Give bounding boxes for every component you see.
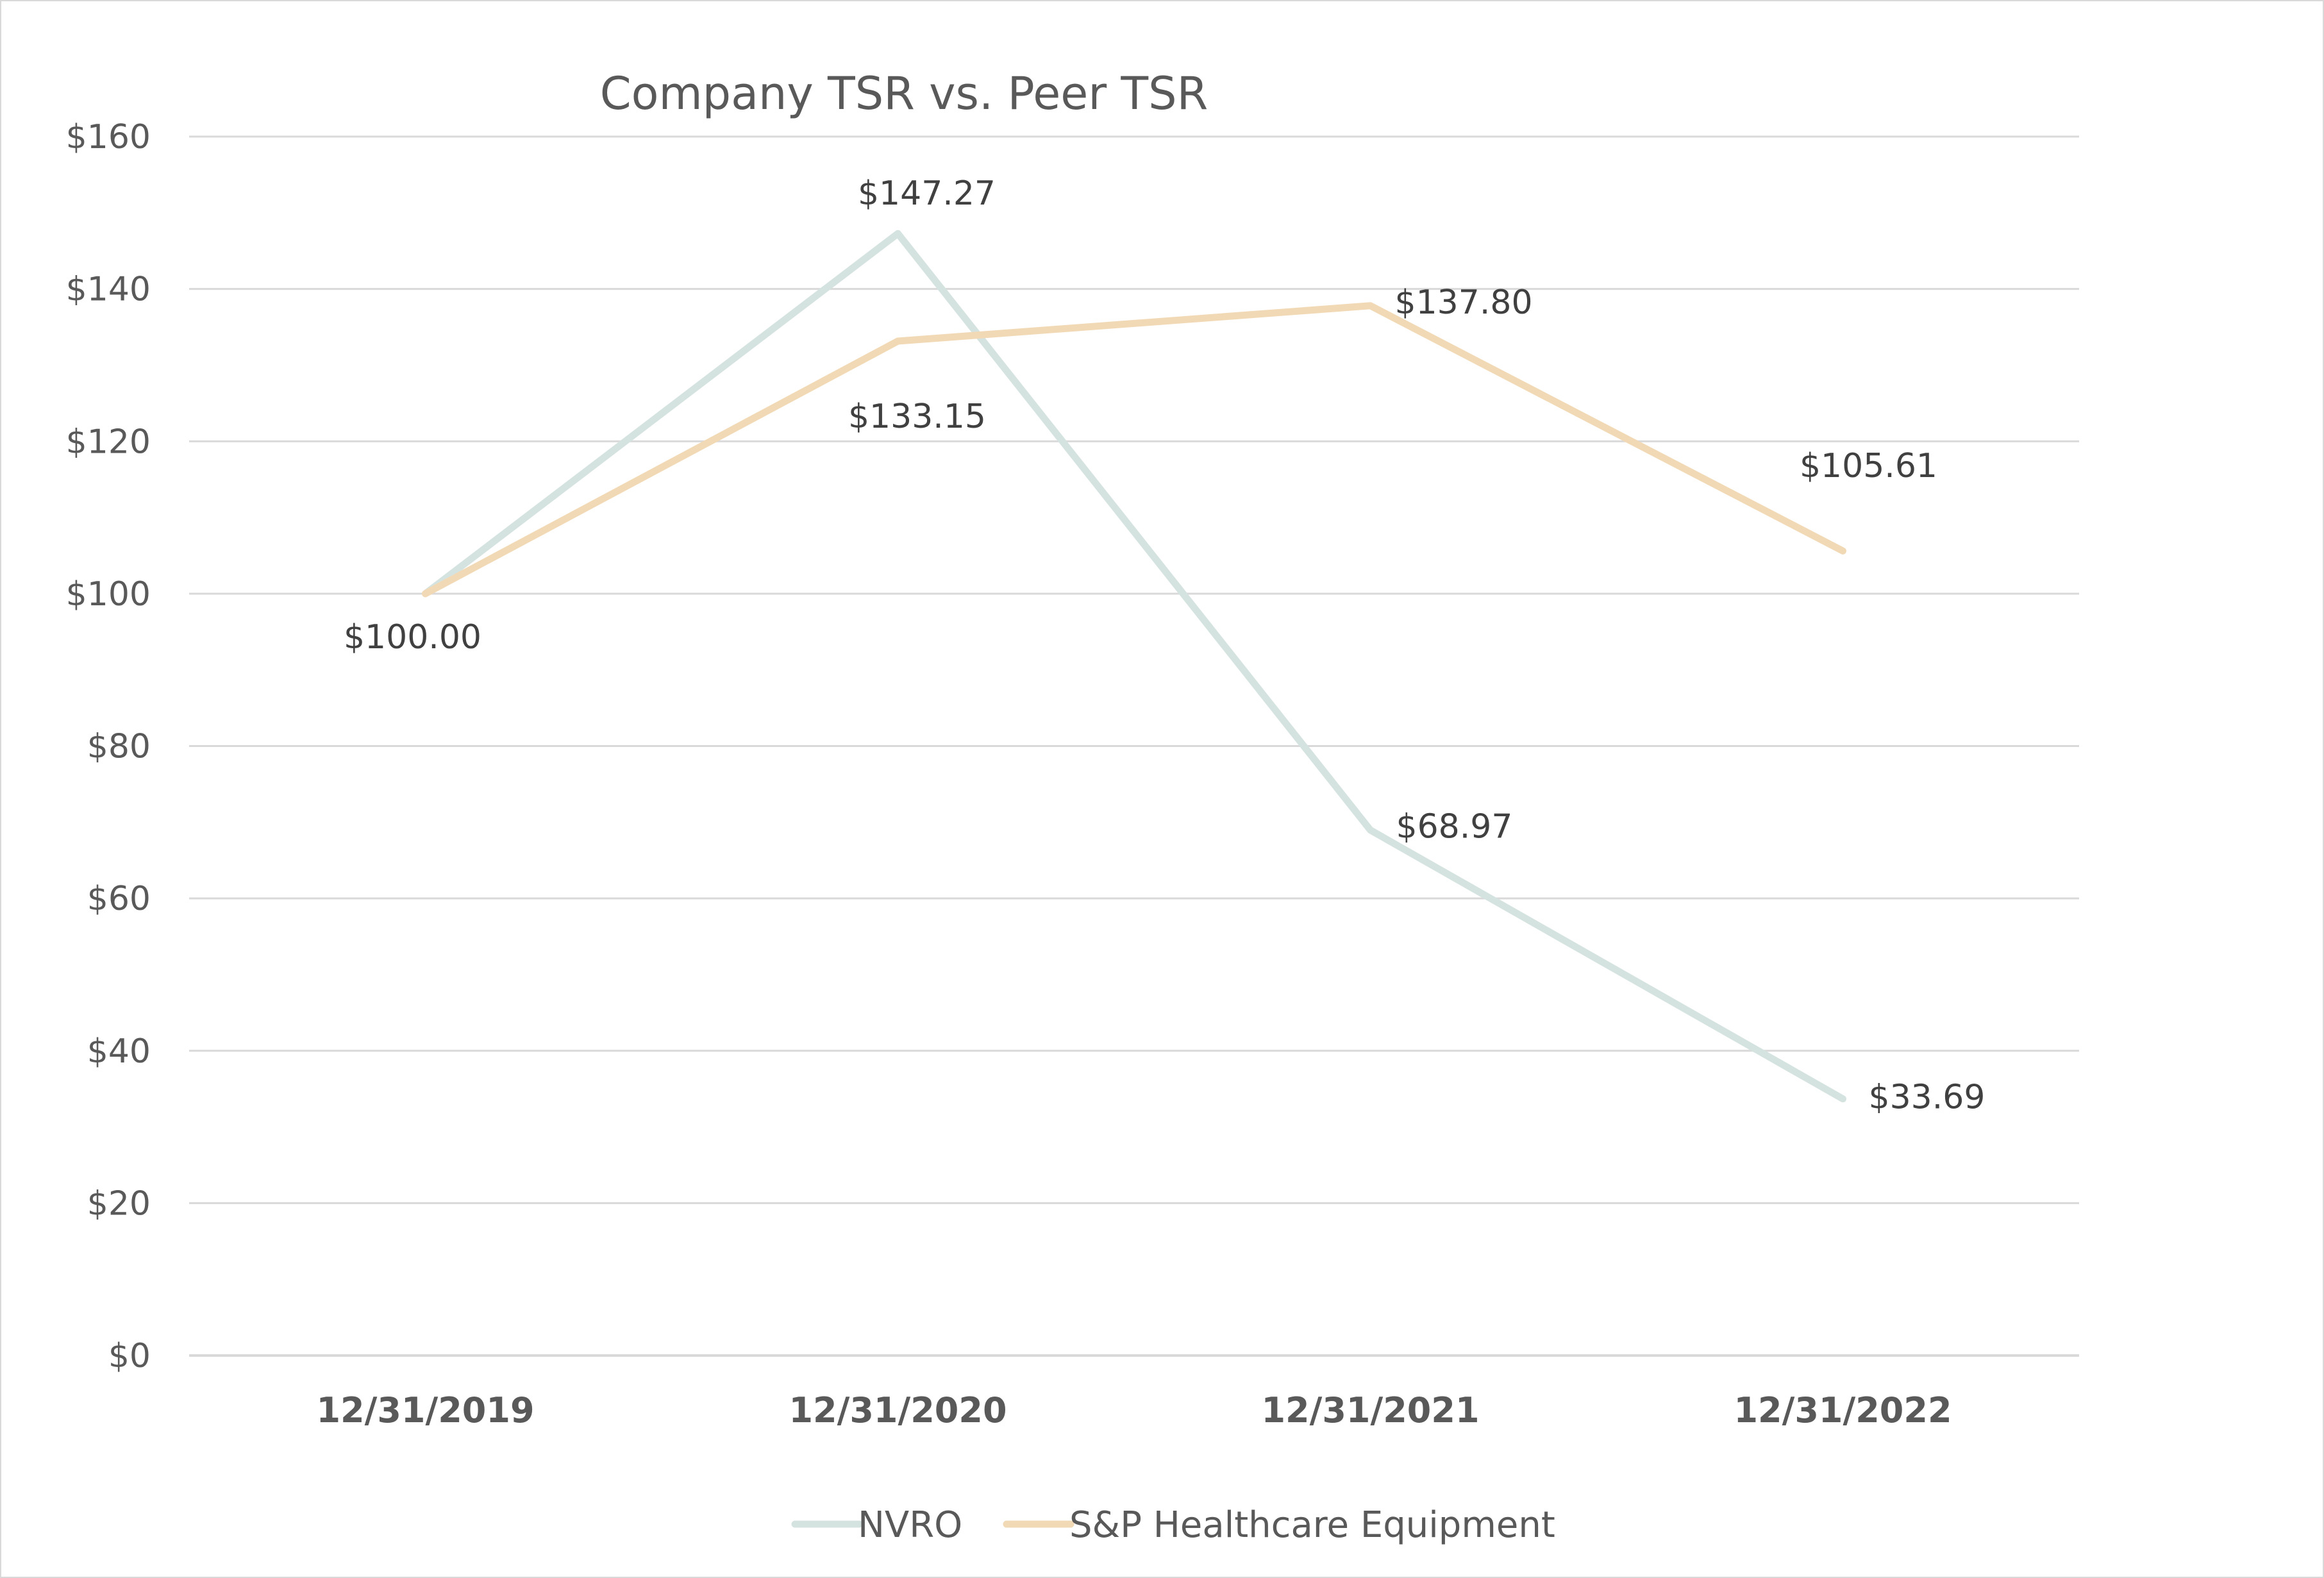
legend-label-nvro: NVRO — [858, 1504, 962, 1546]
series-line-s-p-healthcare-equipment — [422, 302, 1846, 598]
data-label-s-p-healthcare-equipment-1: $133.15 — [848, 398, 986, 436]
data-point-s-p-healthcare-equipment-3 — [1840, 548, 1846, 554]
data-label-s-p-healthcare-equipment-3: $105.61 — [1800, 447, 1937, 485]
data-point-nvro-1 — [895, 231, 901, 237]
data-label-nvro-2: $68.97 — [1396, 808, 1513, 846]
x-tick-label-12-31-2022: 12/31/2022 — [1734, 1390, 1952, 1431]
data-label-nvro-3: $33.69 — [1869, 1079, 1985, 1117]
legend-label-s-p-healthcare-equipment: S&P Healthcare Equipment — [1069, 1504, 1555, 1546]
y-tick-label-100: $100 — [66, 575, 151, 614]
y-tick-label-160: $160 — [66, 118, 151, 156]
series-line-nvro — [422, 230, 1846, 1103]
x-axis-ticks: 12/31/2019 12/31/2020 12/31/2021 12/31/2022 — [316, 1390, 1952, 1431]
data-labels: $100.00 $147.27 $68.97 $33.69 $133.15 $137.80… — [344, 174, 1985, 1116]
data-point-nvro-3 — [1840, 1096, 1846, 1102]
x-tick-label-12-31-2021: 12/31/2021 — [1261, 1390, 1479, 1431]
chart-title: Company TSR vs. Peer TSR — [600, 67, 1208, 120]
y-tick-label-80: $80 — [87, 728, 151, 766]
x-tick-label-12-31-2019: 12/31/2019 — [316, 1390, 534, 1431]
y-tick-label-20: $20 — [87, 1184, 151, 1223]
y-tick-label-120: $120 — [66, 423, 151, 461]
data-label-nvro-1: $147.27 — [858, 174, 996, 213]
data-label-s-p-healthcare-equipment-2: $137.80 — [1395, 283, 1533, 322]
data-point-s-p-healthcare-equipment-2 — [1367, 303, 1373, 308]
data-label-nvro-0: $100.00 — [344, 618, 481, 657]
x-tick-label-12-31-2020: 12/31/2020 — [789, 1390, 1007, 1431]
legend: NVRO S&P Healthcare Equipment — [791, 1504, 1555, 1546]
data-point-nvro-2 — [1367, 827, 1373, 833]
gridlines — [189, 135, 2079, 1357]
y-tick-label-0: $0 — [108, 1337, 151, 1375]
data-point-s-p-healthcare-equipment-0 — [422, 591, 428, 596]
data-point-s-p-healthcare-equipment-1 — [895, 339, 901, 344]
y-tick-label-140: $140 — [66, 271, 151, 309]
y-tick-label-60: $60 — [87, 880, 151, 918]
y-tick-label-40: $40 — [87, 1032, 151, 1071]
y-axis-ticks: $0 $20 $40 $60 $80 $100 $120 $140 $160 — [66, 118, 151, 1375]
series-lines — [422, 230, 1846, 1103]
